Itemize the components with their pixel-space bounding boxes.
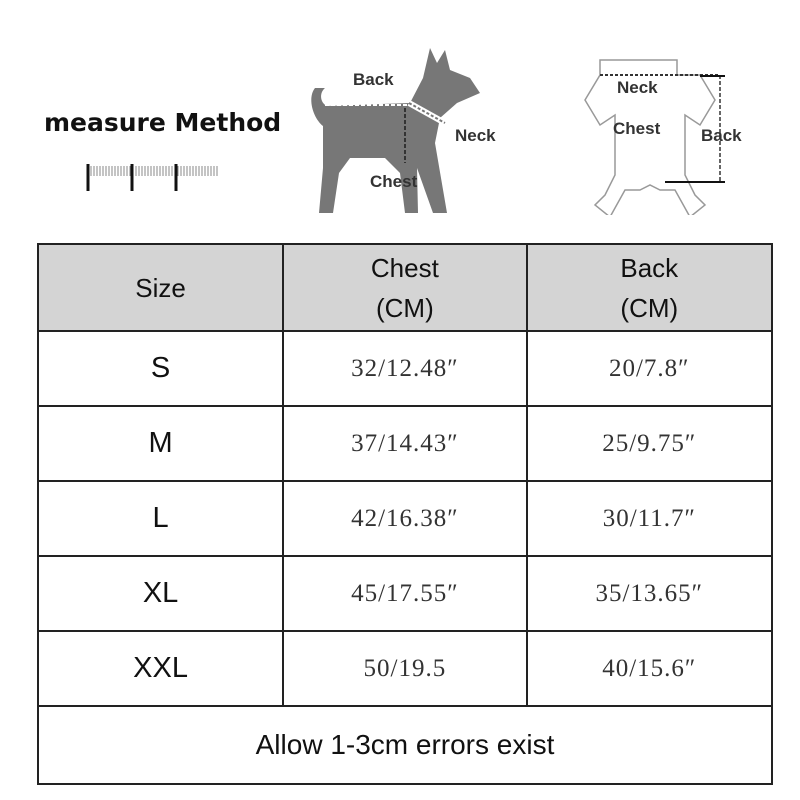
- header-unit: (CM): [620, 292, 679, 323]
- back-cell: 20/7.8″: [525, 330, 774, 407]
- size-cell: XXL: [36, 630, 285, 707]
- header-text: Size: [135, 272, 186, 303]
- size-cell: L: [36, 480, 285, 557]
- chest-cell: 32/12.48″: [282, 330, 528, 407]
- table-footer-row: Allow 1-3cm errors exist: [37, 705, 773, 785]
- table-row: S 32/12.48″ 20/7.8″: [36, 330, 774, 407]
- chest-cell: 45/17.55″: [282, 555, 528, 632]
- header-unit: (CM): [375, 292, 434, 323]
- table-row: XL 45/17.55″ 35/13.65″: [36, 555, 774, 632]
- garment-neck-label: Neck: [617, 78, 658, 97]
- back-cell: 25/9.75″: [525, 405, 774, 482]
- table-row: L 42/16.38″ 30/11.7″: [36, 480, 774, 557]
- ruler-icon: [86, 164, 218, 191]
- table-header-row: Size Chest (CM) Back (CM): [36, 243, 774, 332]
- chest-cell: 37/14.43″: [282, 405, 528, 482]
- garment-back-label: Back: [701, 126, 742, 145]
- chest-cell: 50/19.5: [282, 630, 528, 707]
- back-cell: 35/13.65″: [525, 555, 774, 632]
- dog-illustration: [311, 48, 480, 213]
- dog-neck-label: Neck: [455, 126, 496, 145]
- header-text: Chest: [370, 252, 439, 283]
- size-cell: M: [36, 405, 285, 482]
- size-chart-table: Size Chest (CM) Back (CM) S 32/12.48″ 20/7.8…: [36, 243, 774, 785]
- back-cell: 30/11.7″: [525, 480, 774, 557]
- dog-chest-label: Chest: [370, 172, 418, 191]
- size-cell: XL: [36, 555, 285, 632]
- header-text: Back: [620, 252, 679, 283]
- garment-illustration: [584, 59, 725, 215]
- size-cell: S: [36, 330, 285, 407]
- column-header-chest: Chest (CM): [282, 243, 528, 332]
- back-cell: 40/15.6″: [525, 630, 774, 707]
- error-note: Allow 1-3cm errors exist: [37, 705, 773, 785]
- table-row: M 37/14.43″ 25/9.75″: [36, 405, 774, 482]
- table-row: XXL 50/19.5 40/15.6″: [36, 630, 774, 707]
- column-header-back: Back (CM): [525, 243, 774, 332]
- garment-chest-label: Chest: [613, 119, 661, 138]
- chest-cell: 42/16.38″: [282, 480, 528, 557]
- dog-back-label: Back: [353, 70, 394, 89]
- column-header-size: Size: [36, 243, 285, 332]
- measure-method-title: measure Method: [44, 108, 282, 137]
